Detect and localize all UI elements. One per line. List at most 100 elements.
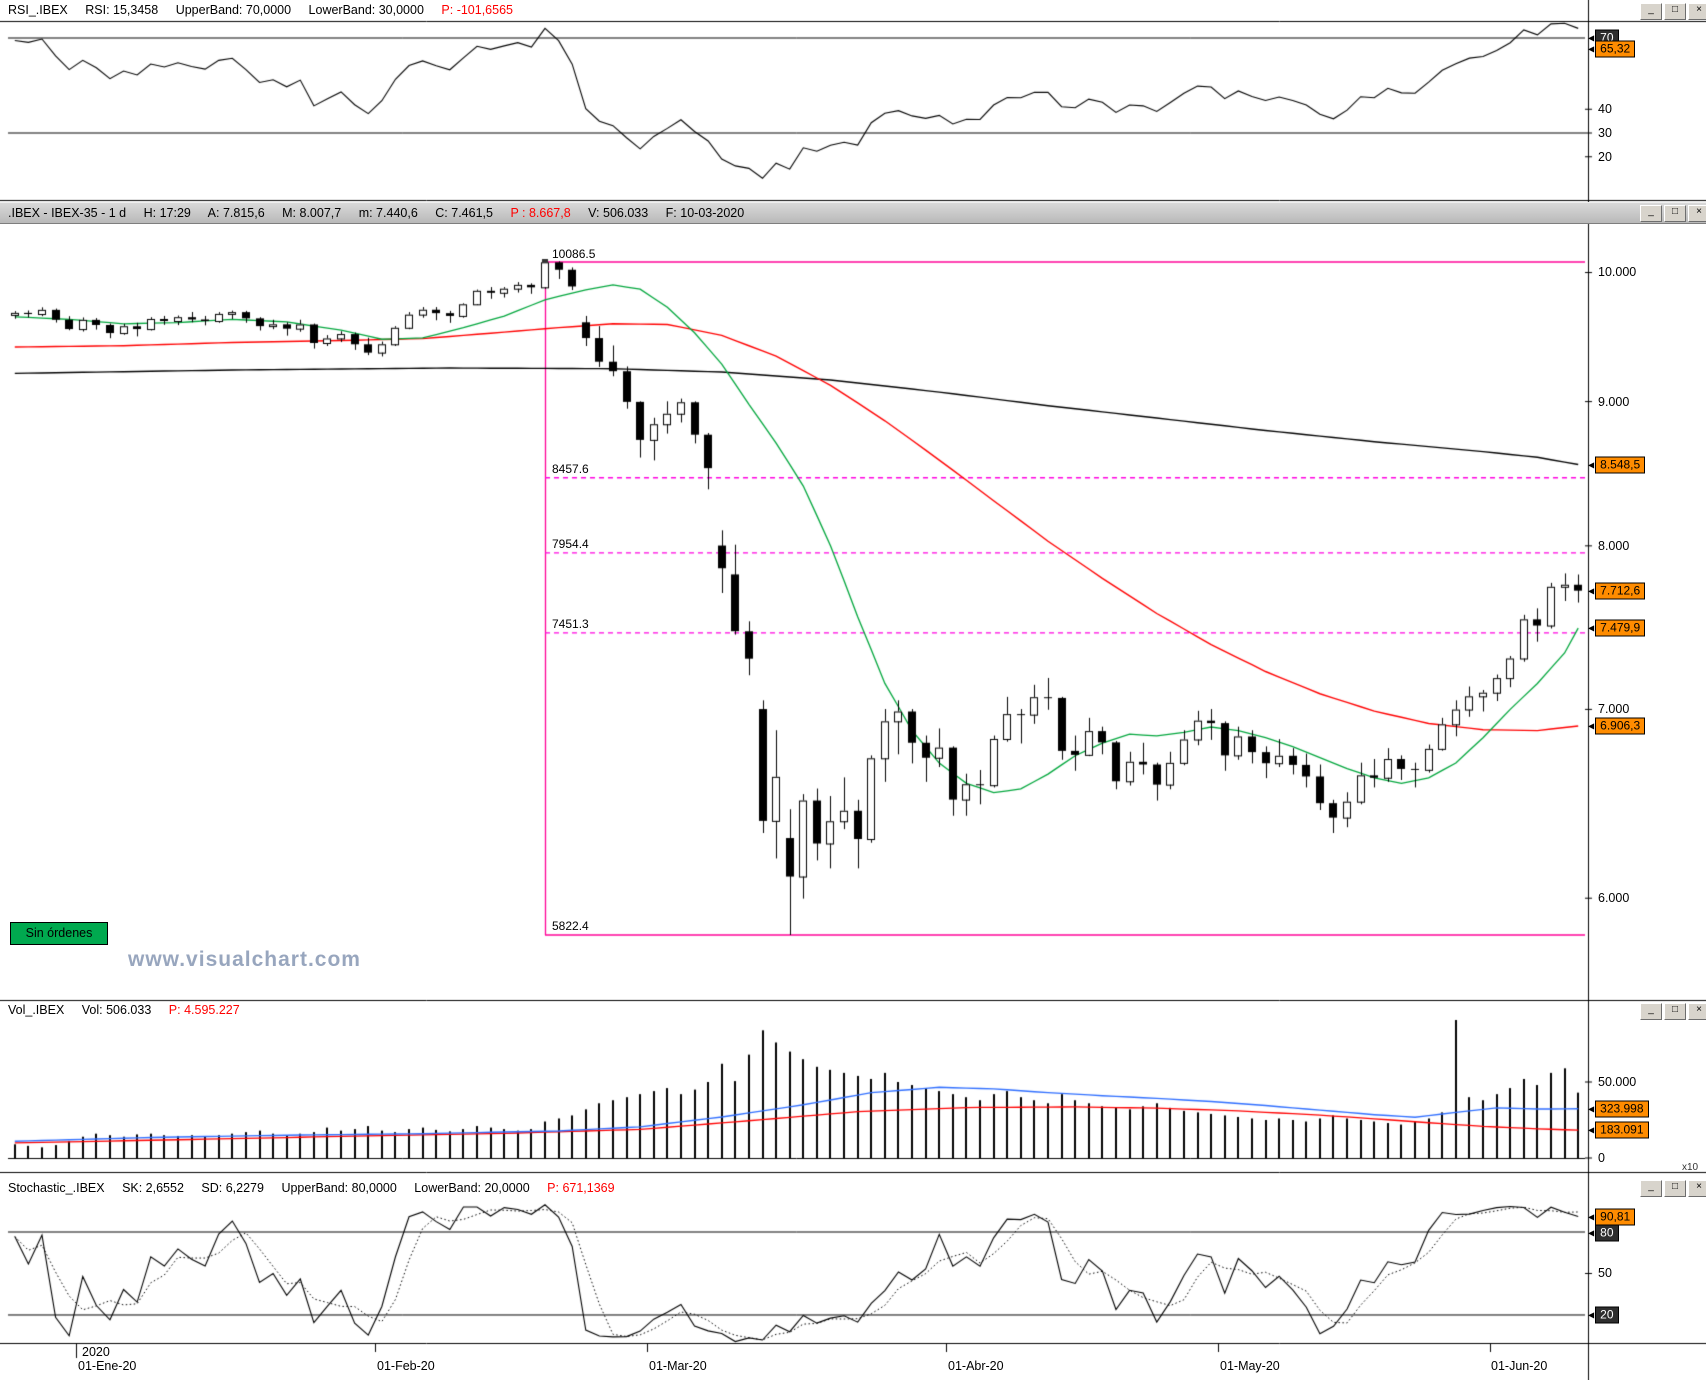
main-panel-titlebar[interactable]: .IBEX - IBEX-35 - 1 d H: 17:29 A: 7.815,… <box>0 202 1706 224</box>
stoch-header-upperband: UpperBand: 80,0000 <box>281 1181 397 1195</box>
stoch-header-title: Stochastic_.IBEX <box>8 1181 105 1195</box>
close-button[interactable]: × <box>1688 3 1706 20</box>
minimize-button[interactable]: _ <box>1640 1180 1662 1197</box>
price-scale-label: 8.000 <box>1598 539 1630 553</box>
volume-header-value: Vol: 506.033 <box>81 1003 152 1017</box>
left-arrow-icon: ◀ <box>1588 1125 1595 1135</box>
ma-slow-price-marker: ◀ 6.906,3 <box>1588 717 1646 735</box>
no-orders-button[interactable]: Sin órdenes <box>10 922 108 945</box>
price-scale-label: 10.000 <box>1598 265 1637 279</box>
maximize-button[interactable]: □ <box>1664 205 1686 222</box>
stoch-upper-band-value: 80 <box>1595 1224 1619 1242</box>
main-header-high: M: 8.007,7 <box>282 206 342 220</box>
main-header-volume: V: 506.033 <box>588 206 649 220</box>
stoch-current-value: 90,81 <box>1595 1208 1636 1226</box>
volume-ma-red-value: 183.091 <box>1595 1121 1649 1139</box>
rsi-header-lowerband: LowerBand: 30,0000 <box>308 3 424 17</box>
main-header-title: .IBEX - IBEX-35 - 1 d <box>8 206 127 220</box>
stoch-header-lowerband: LowerBand: 20,0000 <box>414 1181 530 1195</box>
volume-header-title: Vol_.IBEX <box>8 1003 65 1017</box>
left-arrow-icon: ◀ <box>1588 1104 1595 1114</box>
axis-month-label: 01-Mar-20 <box>649 1359 707 1373</box>
stoch-scale-label: 50 <box>1598 1266 1612 1280</box>
maximize-button[interactable]: □ <box>1664 1003 1686 1020</box>
maximize-button[interactable]: □ <box>1664 1180 1686 1197</box>
rsi-scale-label: 20 <box>1598 150 1612 164</box>
rsi-header-title: RSI_.IBEX <box>8 3 68 17</box>
stoch-lower-band-value: 20 <box>1595 1306 1619 1324</box>
rsi-scale-label: 30 <box>1598 126 1612 140</box>
stoch-lower-band-marker: ◀ 20 <box>1588 1306 1619 1324</box>
volume-scale-label: 0 <box>1598 1151 1605 1165</box>
stoch-upper-band-marker: ◀ 80 <box>1588 1224 1619 1242</box>
axis-month-label: 01-Jun-20 <box>1491 1359 1548 1373</box>
rsi-header-upperband: UpperBand: 70,0000 <box>175 3 292 17</box>
close-button[interactable]: × <box>1688 205 1706 222</box>
close-button[interactable]: × <box>1688 1180 1706 1197</box>
volume-ma-blue-marker: ◀ 323.998 <box>1588 1100 1649 1118</box>
price-scale-label: 9.000 <box>1598 395 1630 409</box>
axis-month-label: 01-Ene-20 <box>78 1359 137 1373</box>
left-arrow-icon: ◀ <box>1588 460 1595 470</box>
volume-header-p: P: 4.595.227 <box>168 1003 240 1017</box>
stoch-header-sd: SD: 6,2279 <box>201 1181 264 1195</box>
ma-fast-price-marker: ◀ 7.479,9 <box>1588 619 1646 637</box>
left-arrow-icon: ◀ <box>1588 721 1595 731</box>
volume-ma-blue-value: 323.998 <box>1595 1100 1649 1118</box>
main-window-buttons: _ □ × <box>1640 205 1706 222</box>
ma-slow-price-value: 6.906,3 <box>1595 717 1646 735</box>
axis-year-label: 2020 <box>82 1345 110 1359</box>
fib-level-label: 7451.3 <box>552 617 589 631</box>
ma-fast-price-value: 7.479,9 <box>1595 619 1646 637</box>
minimize-button[interactable]: _ <box>1640 205 1662 222</box>
close-button[interactable]: × <box>1688 1003 1706 1020</box>
stochastic-panel-header: Stochastic_.IBEX SK: 2,6552 SD: 6,2279 U… <box>8 1181 629 1195</box>
main-panel-header: .IBEX - IBEX-35 - 1 d H: 17:29 A: 7.815,… <box>8 206 758 220</box>
main-header-open: A: 7.815,6 <box>207 206 265 220</box>
volume-ma-red-marker: ◀ 183.091 <box>1588 1121 1649 1139</box>
volume-scale-label: 50.000 <box>1598 1075 1637 1089</box>
axis-month-label: 01-Feb-20 <box>377 1359 435 1373</box>
volume-window-buttons: _ □ × <box>1640 1003 1706 1020</box>
rsi-scale-label: 40 <box>1598 102 1612 116</box>
watermark: www.visualchart.com <box>128 948 361 971</box>
last-price-value: 7.712,6 <box>1595 582 1646 600</box>
main-header-low: m: 7.440,6 <box>358 206 418 220</box>
axis-month-label: 01-May-20 <box>1220 1359 1280 1373</box>
rsi-header-p: P: -101,6565 <box>441 3 513 17</box>
main-header-p: P : 8.667,8 <box>510 206 571 220</box>
ma200-price-marker: ◀ 8.548,5 <box>1588 456 1646 474</box>
rsi-header-value: RSI: 15,3458 <box>85 3 159 17</box>
stoch-window-buttons: _ □ × <box>1640 1180 1706 1197</box>
price-scale-label: 7.000 <box>1598 702 1630 716</box>
fib-level-label: 10086.5 <box>552 247 596 261</box>
left-arrow-icon: ◀ <box>1588 1228 1595 1238</box>
left-arrow-icon: ◀ <box>1588 44 1595 54</box>
minimize-button[interactable]: _ <box>1640 1003 1662 1020</box>
left-arrow-icon: ◀ <box>1588 1212 1595 1222</box>
axis-month-label: 01-Abr-20 <box>948 1359 1004 1373</box>
left-arrow-icon: ◀ <box>1588 1310 1595 1320</box>
last-price-marker: ◀ 7.712,6 <box>1588 582 1646 600</box>
main-header-time: H: 17:29 <box>143 206 191 220</box>
stoch-header-sk: SK: 2,6552 <box>122 1181 184 1195</box>
fib-level-label: 7954.4 <box>552 537 589 551</box>
fib-level-label: 5822.4 <box>552 919 589 933</box>
rsi-current-marker: ◀ 65,32 <box>1588 40 1636 58</box>
stoch-header-p: P: 671,1369 <box>547 1181 615 1195</box>
main-header-date: F: 10-03-2020 <box>665 206 745 220</box>
minimize-button[interactable]: _ <box>1640 3 1662 20</box>
left-arrow-icon: ◀ <box>1588 33 1595 43</box>
rsi-window-buttons: _ □ × <box>1640 3 1706 20</box>
rsi-panel-header: RSI_.IBEX RSI: 15,3458 UpperBand: 70,000… <box>8 3 527 17</box>
maximize-button[interactable]: □ <box>1664 3 1686 20</box>
price-scale-label: 6.000 <box>1598 891 1630 905</box>
main-header-close: C: 7.461,5 <box>435 206 493 220</box>
volume-panel-header: Vol_.IBEX Vol: 506.033 P: 4.595.227 <box>8 1003 254 1017</box>
rsi-current-value: 65,32 <box>1595 40 1636 58</box>
left-arrow-icon: ◀ <box>1588 586 1595 596</box>
stoch-current-marker: ◀ 90,81 <box>1588 1208 1636 1226</box>
left-arrow-icon: ◀ <box>1588 623 1595 633</box>
